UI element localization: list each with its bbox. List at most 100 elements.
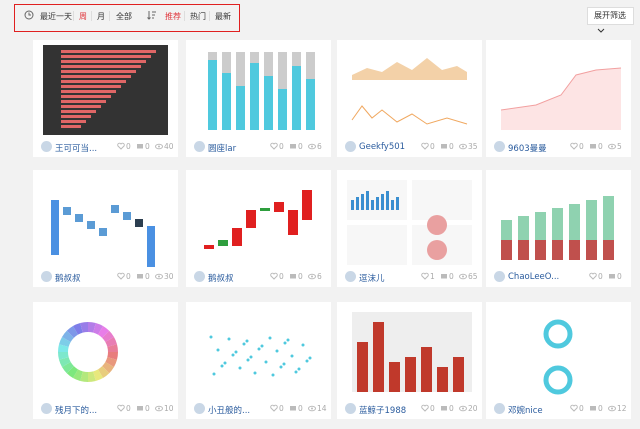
chevron: [597, 28, 605, 33]
chart-card[interactable]: 蓝鲸子1988 0 0 20: [337, 302, 482, 419]
chart-card[interactable]: 小丑般的... 0 0 14: [186, 302, 331, 419]
thumbnail: [43, 45, 168, 135]
view-icon: [155, 143, 163, 150]
comment-icon: [290, 144, 296, 149]
chart-card[interactable]: 9603曼曼 0 0 5: [486, 40, 631, 157]
sort-filter[interactable]: 最新: [215, 12, 231, 21]
author-name[interactable]: 小丑般的...: [208, 406, 251, 416]
comment-icon: [590, 406, 596, 411]
clock-icon: [24, 10, 34, 20]
like-count: 0: [430, 404, 435, 413]
card-footer: 邓婉nice 0 0 12: [486, 399, 631, 419]
view-count: 40: [164, 142, 174, 151]
chart-card[interactable]: ChaoLeeO... 0 0: [486, 170, 631, 287]
author-name[interactable]: 9603曼曼: [508, 144, 547, 154]
chart-card[interactable]: 鹅叔叔 0 0 6: [186, 170, 331, 287]
like-count: 0: [279, 404, 284, 413]
view-icon: [155, 405, 163, 412]
like-icon: [421, 142, 429, 150]
like-icon: [117, 272, 125, 280]
like-count: 0: [279, 272, 284, 281]
chart-card[interactable]: 王可可当... 0 0 40: [33, 40, 178, 157]
like-icon: [421, 272, 429, 280]
avatar: [41, 271, 52, 282]
author-name[interactable]: 鹅叔叔: [55, 274, 81, 284]
view-icon: [459, 143, 467, 150]
thumbnail: [347, 180, 472, 265]
like-icon: [117, 404, 125, 412]
like-icon: [270, 404, 278, 412]
chart-card[interactable]: 鹅叔叔 0 0 30: [33, 170, 178, 287]
chart-card[interactable]: 逗沫儿 1 0 65: [337, 170, 482, 287]
view-count: 5: [617, 142, 622, 151]
view-count: 14: [317, 404, 327, 413]
sort-filter[interactable]: 推荐: [165, 12, 181, 21]
comment-icon: [590, 144, 596, 149]
view-count: 6: [317, 272, 322, 281]
sort-filter[interactable]: 热门: [190, 12, 206, 21]
comment-count: 0: [298, 272, 303, 281]
chart-card[interactable]: Geekfy501 0 0 35: [337, 40, 482, 157]
avatar: [194, 271, 205, 282]
like-count: 0: [598, 272, 603, 281]
author-name[interactable]: 逗沫儿: [359, 274, 385, 284]
card-footer: 9603曼曼 0 0 5: [486, 137, 631, 157]
author-name[interactable]: Geekfy501: [359, 142, 406, 152]
comment-count: 0: [145, 142, 150, 151]
author-name[interactable]: 王可可当...: [55, 144, 98, 154]
comment-count: 0: [145, 404, 150, 413]
time-filter[interactable]: 最近一天: [40, 12, 72, 21]
comment-icon: [441, 274, 447, 279]
view-count: 10: [164, 404, 174, 413]
separator: [109, 11, 110, 21]
thumbnail: [351, 58, 468, 125]
author-name[interactable]: 蓝鲸子1988: [359, 406, 407, 416]
card-footer: 小丑般的... 0 0 14: [186, 399, 331, 419]
expand-label: 展开筛选: [594, 11, 626, 20]
card-footer: 鹅叔叔 0 0 6: [186, 267, 331, 287]
like-icon: [589, 272, 597, 280]
thumbnail: [208, 52, 315, 130]
comment-count: 0: [449, 404, 454, 413]
separator: [184, 11, 185, 21]
view-count: 30: [164, 272, 174, 281]
author-name[interactable]: 残月下的...: [55, 406, 98, 416]
author-name[interactable]: ChaoLeeO...: [508, 272, 560, 282]
sort-icon: [147, 11, 156, 20]
time-filter[interactable]: 周: [79, 12, 87, 21]
avatar: [494, 403, 505, 414]
chart-card[interactable]: 邓婉nice 0 0 12: [486, 302, 631, 419]
chart-card[interactable]: 圆座lar 0 0 6: [186, 40, 331, 157]
comment-count: 0: [298, 404, 303, 413]
author-name[interactable]: 邓婉nice: [508, 406, 543, 416]
author-name[interactable]: 鹅叔叔: [208, 274, 234, 284]
comment-icon: [290, 274, 296, 279]
card-footer: 王可可当... 0 0 40: [33, 137, 178, 157]
like-count: 0: [126, 404, 131, 413]
like-icon: [570, 404, 578, 412]
time-filter[interactable]: 月: [97, 12, 105, 21]
view-count: 20: [468, 404, 478, 413]
like-count: 0: [430, 142, 435, 151]
chart-card[interactable]: 残月下的... 0 0 10: [33, 302, 178, 419]
thumbnail: [204, 190, 312, 249]
comment-count: 0: [598, 142, 603, 151]
view-icon: [459, 405, 467, 412]
comment-count: 0: [145, 272, 150, 281]
thumbnail: [500, 67, 622, 130]
like-count: 0: [579, 404, 584, 413]
thumbnail: [352, 312, 472, 392]
thumbnail: [501, 196, 614, 260]
view-icon: [308, 273, 316, 280]
like-icon: [570, 142, 578, 150]
like-icon: [270, 272, 278, 280]
time-filter[interactable]: 全部: [116, 12, 132, 21]
like-icon: [270, 142, 278, 150]
expand-button[interactable]: 展开筛选: [587, 7, 634, 33]
like-count: 0: [579, 142, 584, 151]
separator: [209, 11, 210, 21]
view-count: 6: [317, 142, 322, 151]
author-name[interactable]: 圆座lar: [208, 144, 237, 154]
separator: [73, 11, 74, 21]
